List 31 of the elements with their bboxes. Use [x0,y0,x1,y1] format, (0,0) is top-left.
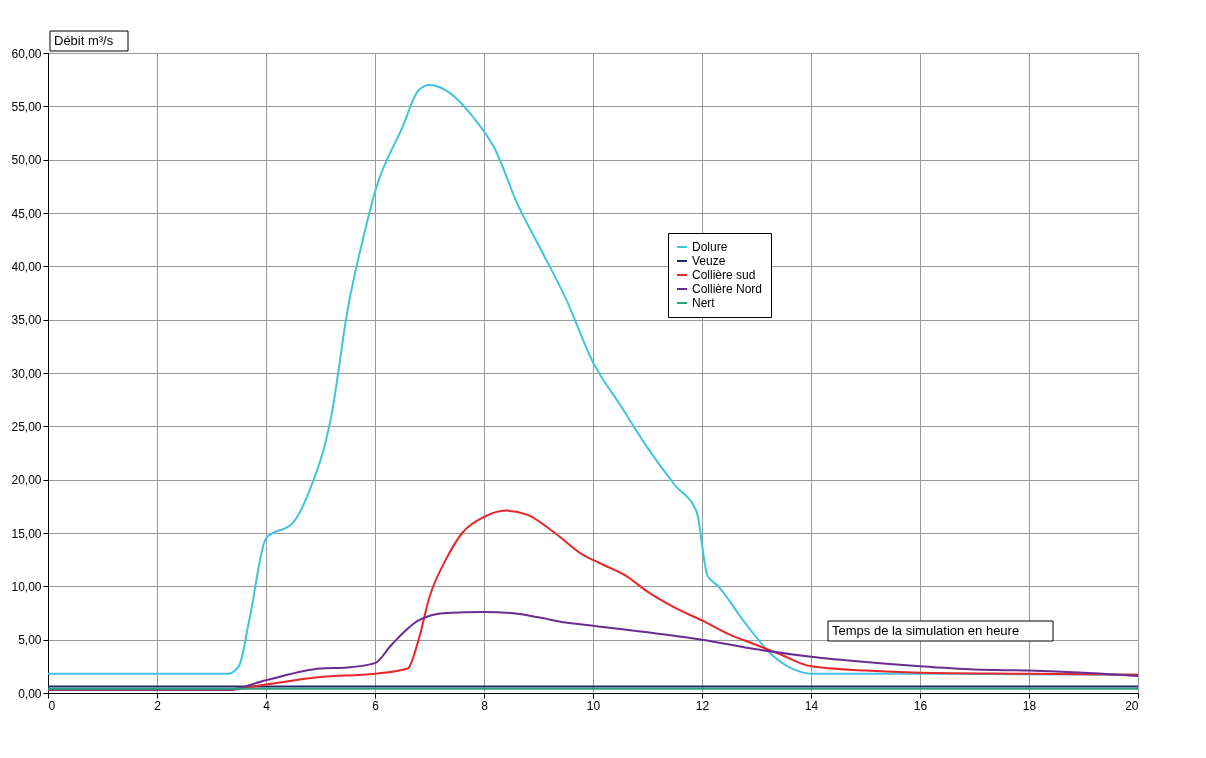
y-tick-label: 60,00 [11,46,42,61]
y-tick-label: 5,00 [18,633,42,648]
x-tick-label: 14 [804,698,819,713]
x-axis-title: Temps de la simulation en heure [832,623,1020,638]
x-tick-label: 8 [481,698,489,713]
legend-label: Collière sud [692,268,756,282]
x-tick-label: 20 [1125,698,1139,713]
legend-label: Nert [692,296,716,310]
legend-label: Dolure [692,240,728,254]
y-axis-title: Débit m³/s [54,33,114,48]
y-tick-label: 15,00 [11,526,42,541]
x-tick-label: 18 [1022,698,1037,713]
x-tick-label: 4 [263,698,271,713]
y-tick-label: 40,00 [11,259,42,274]
y-tick-label: 20,00 [11,473,42,488]
y-tick-label: 10,00 [11,579,42,594]
x-tick-label: 0 [48,698,56,713]
legend-label: Collière Nord [692,282,763,296]
y-tick-label: 35,00 [11,313,42,328]
y-tick-label: 55,00 [11,99,42,114]
y-tick-label: 50,00 [11,153,42,168]
x-tick-label: 12 [695,698,710,713]
x-tick-label: 2 [154,698,162,713]
y-tick-label: 25,00 [11,419,42,434]
y-tick-label: 0,00 [18,686,42,701]
y-tick-label: 30,00 [11,366,42,381]
legend-label: Veuze [692,254,726,268]
x-tick-label: 6 [372,698,380,713]
x-tick-label: 16 [913,698,928,713]
x-tick-label: 10 [586,698,601,713]
y-tick-label: 45,00 [11,206,42,221]
